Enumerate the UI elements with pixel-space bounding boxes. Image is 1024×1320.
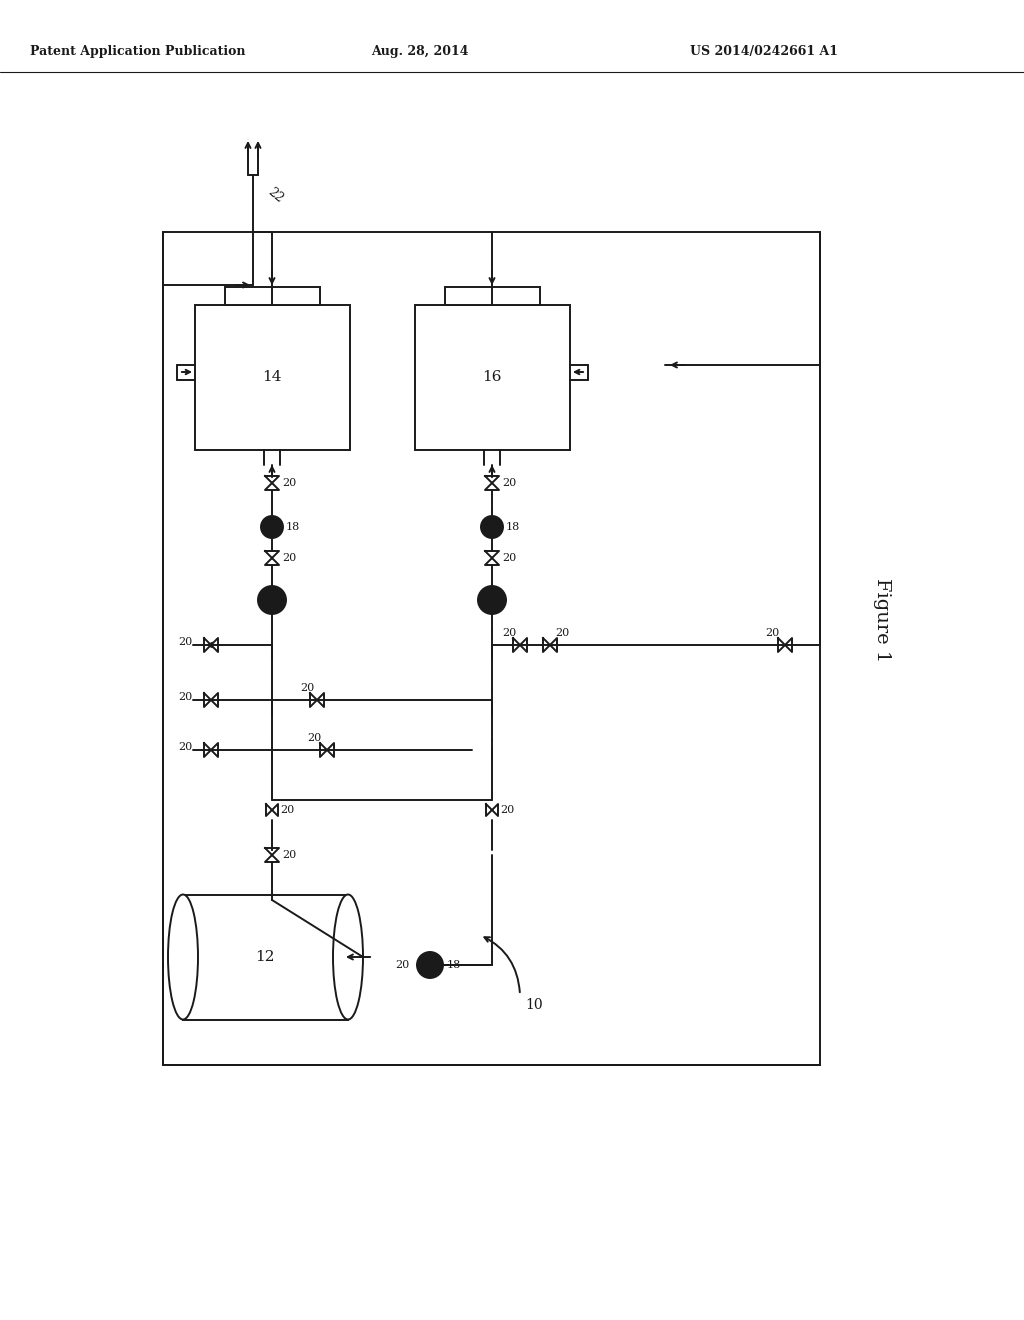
Text: 20: 20 <box>502 478 516 488</box>
Circle shape <box>481 516 503 539</box>
Text: 12: 12 <box>255 950 274 964</box>
Circle shape <box>258 586 286 614</box>
Text: 20: 20 <box>282 850 296 861</box>
Text: 20: 20 <box>500 805 514 814</box>
Text: 18: 18 <box>447 960 461 970</box>
Text: 20: 20 <box>555 628 569 638</box>
Bar <box>445 286 540 305</box>
Text: 16: 16 <box>482 370 502 384</box>
Text: Aug. 28, 2014: Aug. 28, 2014 <box>372 45 469 58</box>
Text: 20: 20 <box>502 553 516 564</box>
Text: US 2014/0242661 A1: US 2014/0242661 A1 <box>690 45 838 58</box>
Text: 20: 20 <box>765 628 779 638</box>
Text: 20: 20 <box>178 692 193 702</box>
Text: 18: 18 <box>506 521 520 532</box>
Text: 20: 20 <box>282 553 296 564</box>
Text: 14: 14 <box>262 370 282 384</box>
Text: 20: 20 <box>395 960 410 970</box>
Text: 20: 20 <box>178 638 193 647</box>
Circle shape <box>417 952 443 978</box>
Text: 20: 20 <box>502 628 516 638</box>
Bar <box>163 232 820 1065</box>
Text: Figure 1: Figure 1 <box>873 578 891 663</box>
Text: 22: 22 <box>265 185 286 205</box>
Text: 20: 20 <box>178 742 193 752</box>
Bar <box>195 305 350 450</box>
Text: 20: 20 <box>307 733 322 743</box>
Bar <box>225 286 319 305</box>
Circle shape <box>261 516 283 539</box>
Circle shape <box>478 586 506 614</box>
Text: 20: 20 <box>280 805 294 814</box>
Text: 18: 18 <box>286 521 300 532</box>
Bar <box>415 305 570 450</box>
Ellipse shape <box>333 895 362 1019</box>
Bar <box>183 895 348 1020</box>
Text: 10: 10 <box>525 998 543 1012</box>
Text: 20: 20 <box>282 478 296 488</box>
Text: 20: 20 <box>300 682 314 693</box>
Text: Patent Application Publication: Patent Application Publication <box>30 45 246 58</box>
Ellipse shape <box>168 895 198 1019</box>
